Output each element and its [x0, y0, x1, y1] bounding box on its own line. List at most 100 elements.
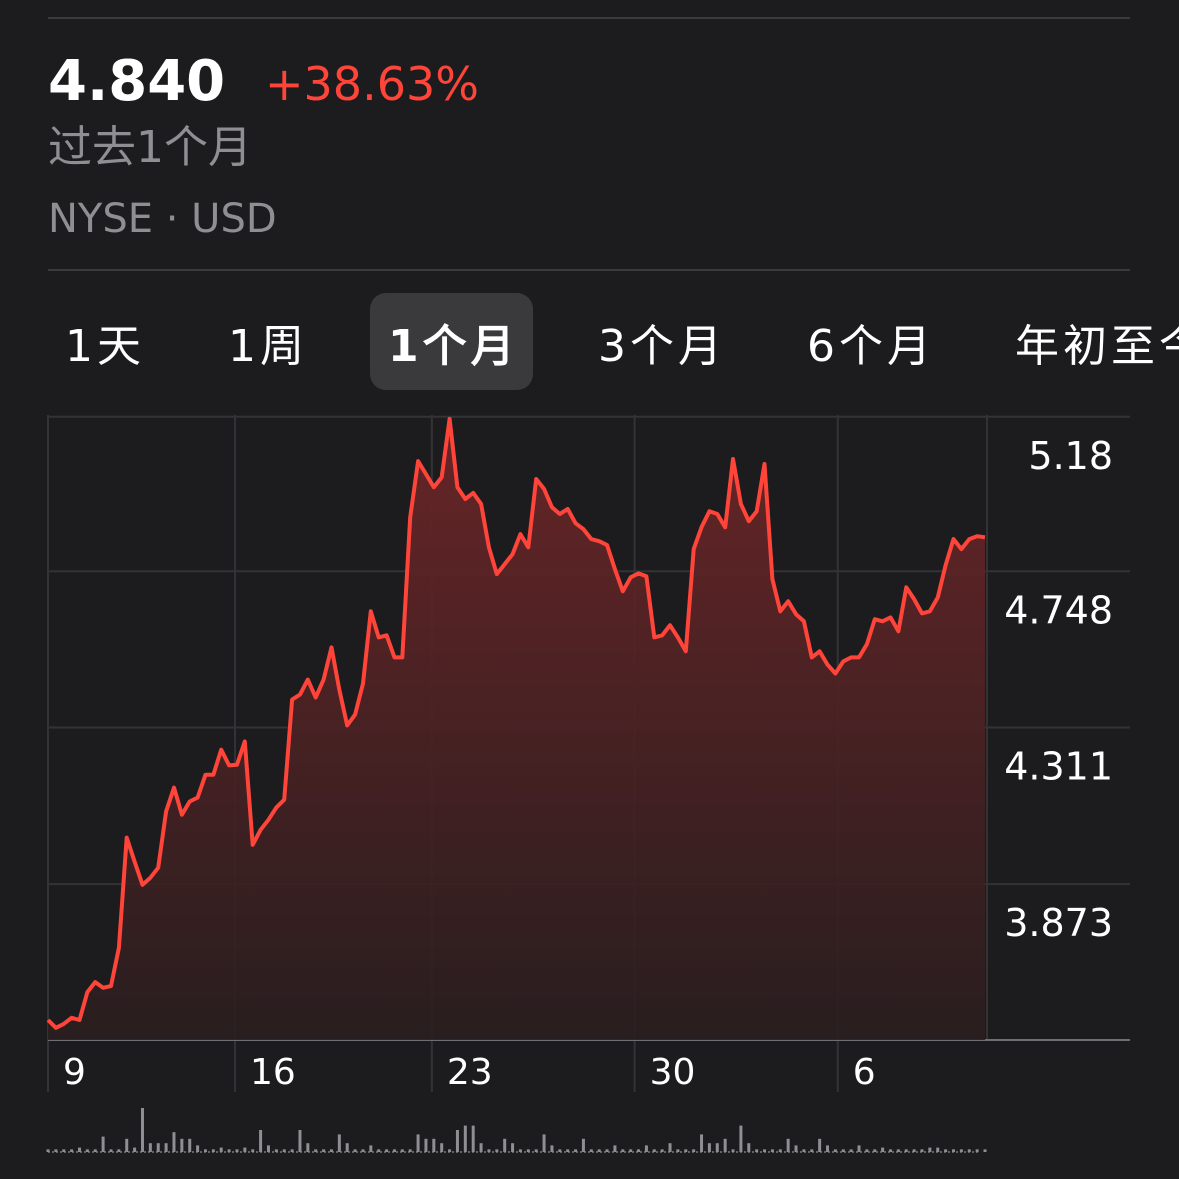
- volume-bar: [676, 1149, 680, 1152]
- volume-bar: [329, 1149, 333, 1152]
- volume-bar: [526, 1149, 530, 1152]
- x-tick-label: 23: [447, 1052, 493, 1093]
- volume-bar: [511, 1143, 515, 1152]
- tab[interactable]: 3个月: [598, 321, 726, 372]
- volume-bar: [889, 1149, 893, 1152]
- volume-bar: [117, 1149, 121, 1152]
- price-line: [46, 416, 986, 1030]
- volume-bar: [448, 1149, 452, 1152]
- volume-bar: [440, 1143, 444, 1152]
- volume-bar: [731, 1149, 735, 1152]
- volume-bar: [518, 1149, 522, 1152]
- period: 过去1个月: [48, 122, 252, 173]
- volume-bar: [235, 1149, 239, 1152]
- volume-bar: [290, 1149, 294, 1152]
- volume-bar: [282, 1149, 286, 1152]
- volume-bar: [125, 1138, 129, 1152]
- volume-bar: [589, 1149, 593, 1152]
- volume-bar: [715, 1143, 719, 1152]
- y-tick-label: 4.311: [1004, 745, 1113, 789]
- volume-bar: [833, 1149, 837, 1152]
- volume-bar: [660, 1149, 664, 1152]
- volume-bar: [944, 1149, 948, 1152]
- volume-bar: [471, 1125, 475, 1152]
- volume-bar: [463, 1125, 467, 1152]
- volume-bar: [251, 1149, 255, 1152]
- price-area: [48, 418, 985, 1040]
- volume-bar: [605, 1149, 609, 1152]
- volume-bar: [881, 1147, 885, 1152]
- volume-bar: [597, 1149, 601, 1152]
- volume-bar: [180, 1138, 184, 1152]
- volume-bar: [203, 1149, 207, 1152]
- volume-bar: [959, 1149, 963, 1152]
- volume-bar: [818, 1138, 822, 1152]
- volume-bar: [983, 1149, 987, 1152]
- volume-bar: [62, 1149, 66, 1152]
- volume-bar: [266, 1145, 270, 1152]
- volume-bar: [967, 1149, 971, 1152]
- volume-bar: [652, 1149, 656, 1152]
- volume-bar: [810, 1149, 814, 1152]
- volume-bar: [46, 1149, 50, 1152]
- tab[interactable]: 年初至今: [1015, 321, 1179, 372]
- volume-bar: [416, 1134, 420, 1152]
- volume-bar: [259, 1130, 263, 1152]
- volume-bar: [148, 1143, 152, 1152]
- volume-bar: [77, 1147, 81, 1152]
- volume-bar: [93, 1149, 97, 1152]
- volume-bar: [274, 1149, 278, 1152]
- volume-bar: [637, 1149, 641, 1152]
- volume-bar: [975, 1149, 979, 1152]
- volume-bar: [503, 1138, 507, 1152]
- exchange: NYSE · USD: [48, 196, 277, 242]
- volume-bar: [219, 1147, 223, 1152]
- volume-bar: [668, 1143, 672, 1152]
- volume-bar: [613, 1145, 617, 1152]
- volume-bar: [629, 1149, 633, 1152]
- volume-bar: [85, 1149, 89, 1152]
- volume-bar: [322, 1149, 326, 1152]
- volume-bar: [920, 1149, 924, 1152]
- tab[interactable]: 1个月: [388, 321, 519, 372]
- volume-bar: [952, 1149, 956, 1152]
- range-tabs: 1天 1周 1个月 3个月 6个月 年初至今: [65, 293, 1179, 390]
- volume-bar: [896, 1149, 900, 1152]
- volume-bar: [156, 1143, 160, 1152]
- x-tick-label: 9: [63, 1052, 86, 1093]
- volume-bar: [188, 1138, 192, 1152]
- volume-bar: [723, 1138, 727, 1152]
- volume-bar: [345, 1143, 349, 1152]
- volume-bar: [487, 1149, 491, 1152]
- tab-selected-bg: [370, 293, 533, 390]
- tab[interactable]: 6个月: [807, 321, 935, 372]
- volume-bar: [542, 1134, 546, 1152]
- volume-bar: [865, 1149, 869, 1152]
- volume-bar: [306, 1143, 310, 1152]
- price: 4.840: [48, 49, 225, 114]
- volume-bar: [243, 1147, 247, 1152]
- change: +38.63%: [265, 57, 479, 111]
- volume-bar: [763, 1149, 767, 1152]
- volume-bar: [172, 1132, 176, 1152]
- volume-bar: [707, 1143, 711, 1152]
- x-tick-label: 30: [650, 1052, 696, 1093]
- volume-bar: [755, 1149, 759, 1152]
- volume-bar: [70, 1149, 74, 1152]
- volume-bar: [164, 1143, 168, 1152]
- volume-bar: [479, 1143, 483, 1152]
- volume-bar: [392, 1149, 396, 1152]
- volume-bar: [109, 1149, 113, 1152]
- volume-bar: [424, 1138, 428, 1152]
- volume-bar: [802, 1149, 806, 1152]
- volume-bar: [857, 1145, 861, 1152]
- volume-bar: [101, 1136, 105, 1152]
- volume-bar: [377, 1149, 381, 1152]
- volume-bar: [227, 1149, 231, 1152]
- volume-bar: [786, 1138, 790, 1152]
- tab[interactable]: 1周: [228, 321, 308, 372]
- volume-bar: [566, 1149, 570, 1152]
- tab[interactable]: 1天: [65, 321, 145, 372]
- volume-bar: [747, 1143, 751, 1152]
- volume-bar: [196, 1145, 200, 1152]
